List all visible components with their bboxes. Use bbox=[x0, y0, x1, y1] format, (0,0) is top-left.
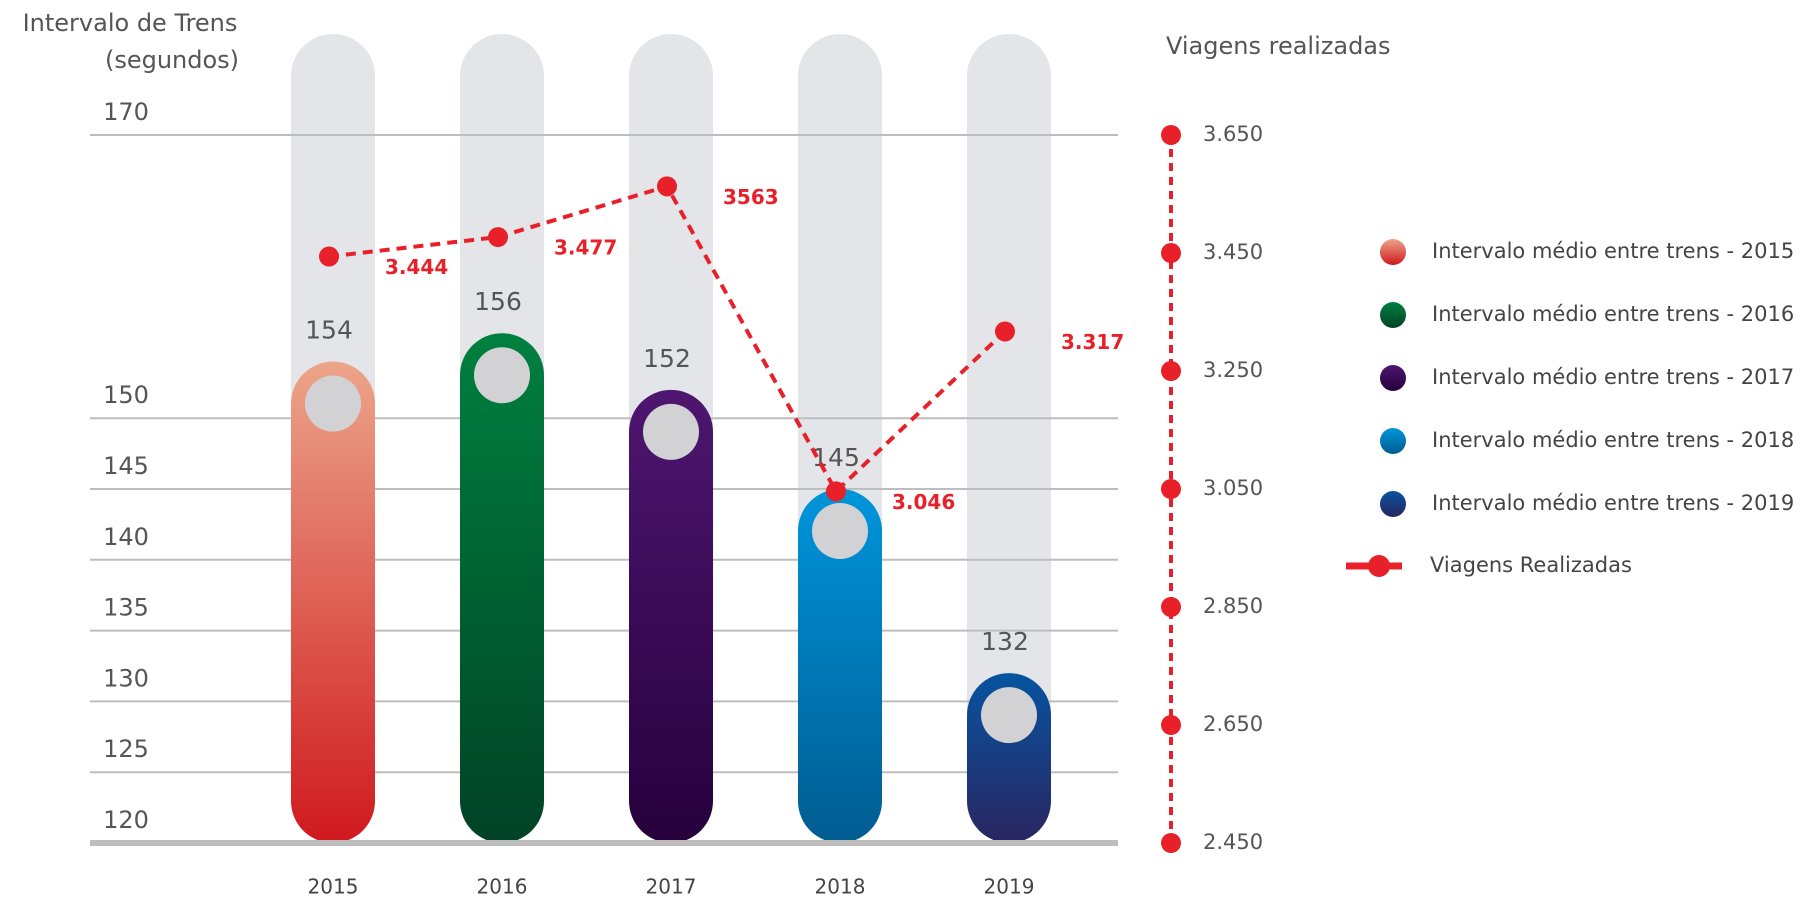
x-tick-label: 2015 bbox=[308, 875, 359, 898]
bar-cap bbox=[643, 403, 699, 460]
line-value-label: 3.444 bbox=[385, 255, 448, 279]
x-tick-label: 2018 bbox=[815, 875, 866, 898]
y2-tick-label: 2.650 bbox=[1203, 712, 1263, 736]
legend-label: Viagens Realizadas bbox=[1430, 553, 1632, 577]
y-tick-label: 125 bbox=[103, 735, 149, 763]
y2-axis-title: Viagens realizadas bbox=[1166, 32, 1391, 60]
y-tick-label: 135 bbox=[103, 594, 149, 622]
line-value-label: 3.317 bbox=[1061, 330, 1124, 354]
line-point bbox=[826, 481, 846, 502]
bar-track bbox=[967, 34, 1051, 843]
bar-cap bbox=[474, 347, 530, 404]
bar-value-label: 145 bbox=[812, 443, 860, 472]
bar-value-label: 156 bbox=[474, 287, 522, 316]
y-tick-label: 145 bbox=[103, 452, 149, 480]
y-axis-title: (segundos) bbox=[105, 46, 239, 74]
x-tick-label: 2019 bbox=[984, 875, 1035, 898]
legend-label: Intervalo médio entre trens - 2018 bbox=[1432, 428, 1794, 452]
legend-swatch bbox=[1380, 239, 1406, 265]
legend-label: Intervalo médio entre trens - 2019 bbox=[1432, 491, 1794, 515]
legend-swatch bbox=[1380, 428, 1406, 454]
line-value-label: 3.477 bbox=[554, 236, 617, 260]
legend-swatch bbox=[1380, 491, 1406, 517]
y-tick-label: 140 bbox=[103, 523, 149, 551]
y-tick-label: 150 bbox=[103, 381, 149, 409]
legend-swatch bbox=[1380, 302, 1406, 328]
x-tick-label: 2017 bbox=[646, 875, 697, 898]
y2-tick-label: 3.050 bbox=[1203, 476, 1263, 500]
y2-tick bbox=[1161, 125, 1181, 145]
y2-tick-label: 2.850 bbox=[1203, 594, 1263, 618]
legend-label: Intervalo médio entre trens - 2016 bbox=[1432, 302, 1794, 326]
line-point bbox=[319, 246, 339, 267]
bar bbox=[460, 333, 544, 843]
bar-value-label: 132 bbox=[981, 627, 1029, 656]
legend-swatch bbox=[1368, 555, 1390, 577]
legend-swatch bbox=[1380, 365, 1406, 391]
y2-tick bbox=[1161, 597, 1181, 617]
line-point bbox=[995, 321, 1015, 342]
x-tick-label: 2016 bbox=[477, 875, 528, 898]
y2-tick-label: 3.650 bbox=[1203, 122, 1263, 146]
y-tick-label: 120 bbox=[103, 806, 149, 834]
bar-cap bbox=[981, 687, 1037, 744]
y2-tick bbox=[1161, 833, 1181, 853]
y-tick-label: 130 bbox=[103, 664, 149, 692]
legend-label: Intervalo médio entre trens - 2015 bbox=[1432, 239, 1794, 263]
y2-tick-label: 3.450 bbox=[1203, 240, 1263, 264]
y-tick-label: 170 bbox=[103, 98, 149, 126]
y-axis-title: Intervalo de Trens bbox=[23, 9, 238, 37]
bar-value-label: 152 bbox=[643, 344, 691, 373]
bar bbox=[629, 389, 713, 843]
y2-tick bbox=[1161, 715, 1181, 735]
bar-cap bbox=[305, 375, 361, 432]
y2-tick bbox=[1161, 243, 1181, 263]
line-value-label: 3.046 bbox=[892, 490, 955, 514]
line-point bbox=[657, 176, 677, 197]
bar-value-label: 154 bbox=[305, 316, 353, 345]
legend-label: Intervalo médio entre trens - 2017 bbox=[1432, 365, 1794, 389]
bar bbox=[798, 489, 882, 843]
line-point bbox=[488, 227, 508, 248]
line-value-label: 3563 bbox=[723, 185, 779, 209]
y2-tick-label: 2.450 bbox=[1203, 830, 1263, 854]
y2-tick bbox=[1161, 479, 1181, 499]
bar bbox=[291, 361, 375, 843]
y2-tick bbox=[1161, 361, 1181, 381]
bar-cap bbox=[812, 503, 868, 559]
y2-tick-label: 3.250 bbox=[1203, 358, 1263, 382]
